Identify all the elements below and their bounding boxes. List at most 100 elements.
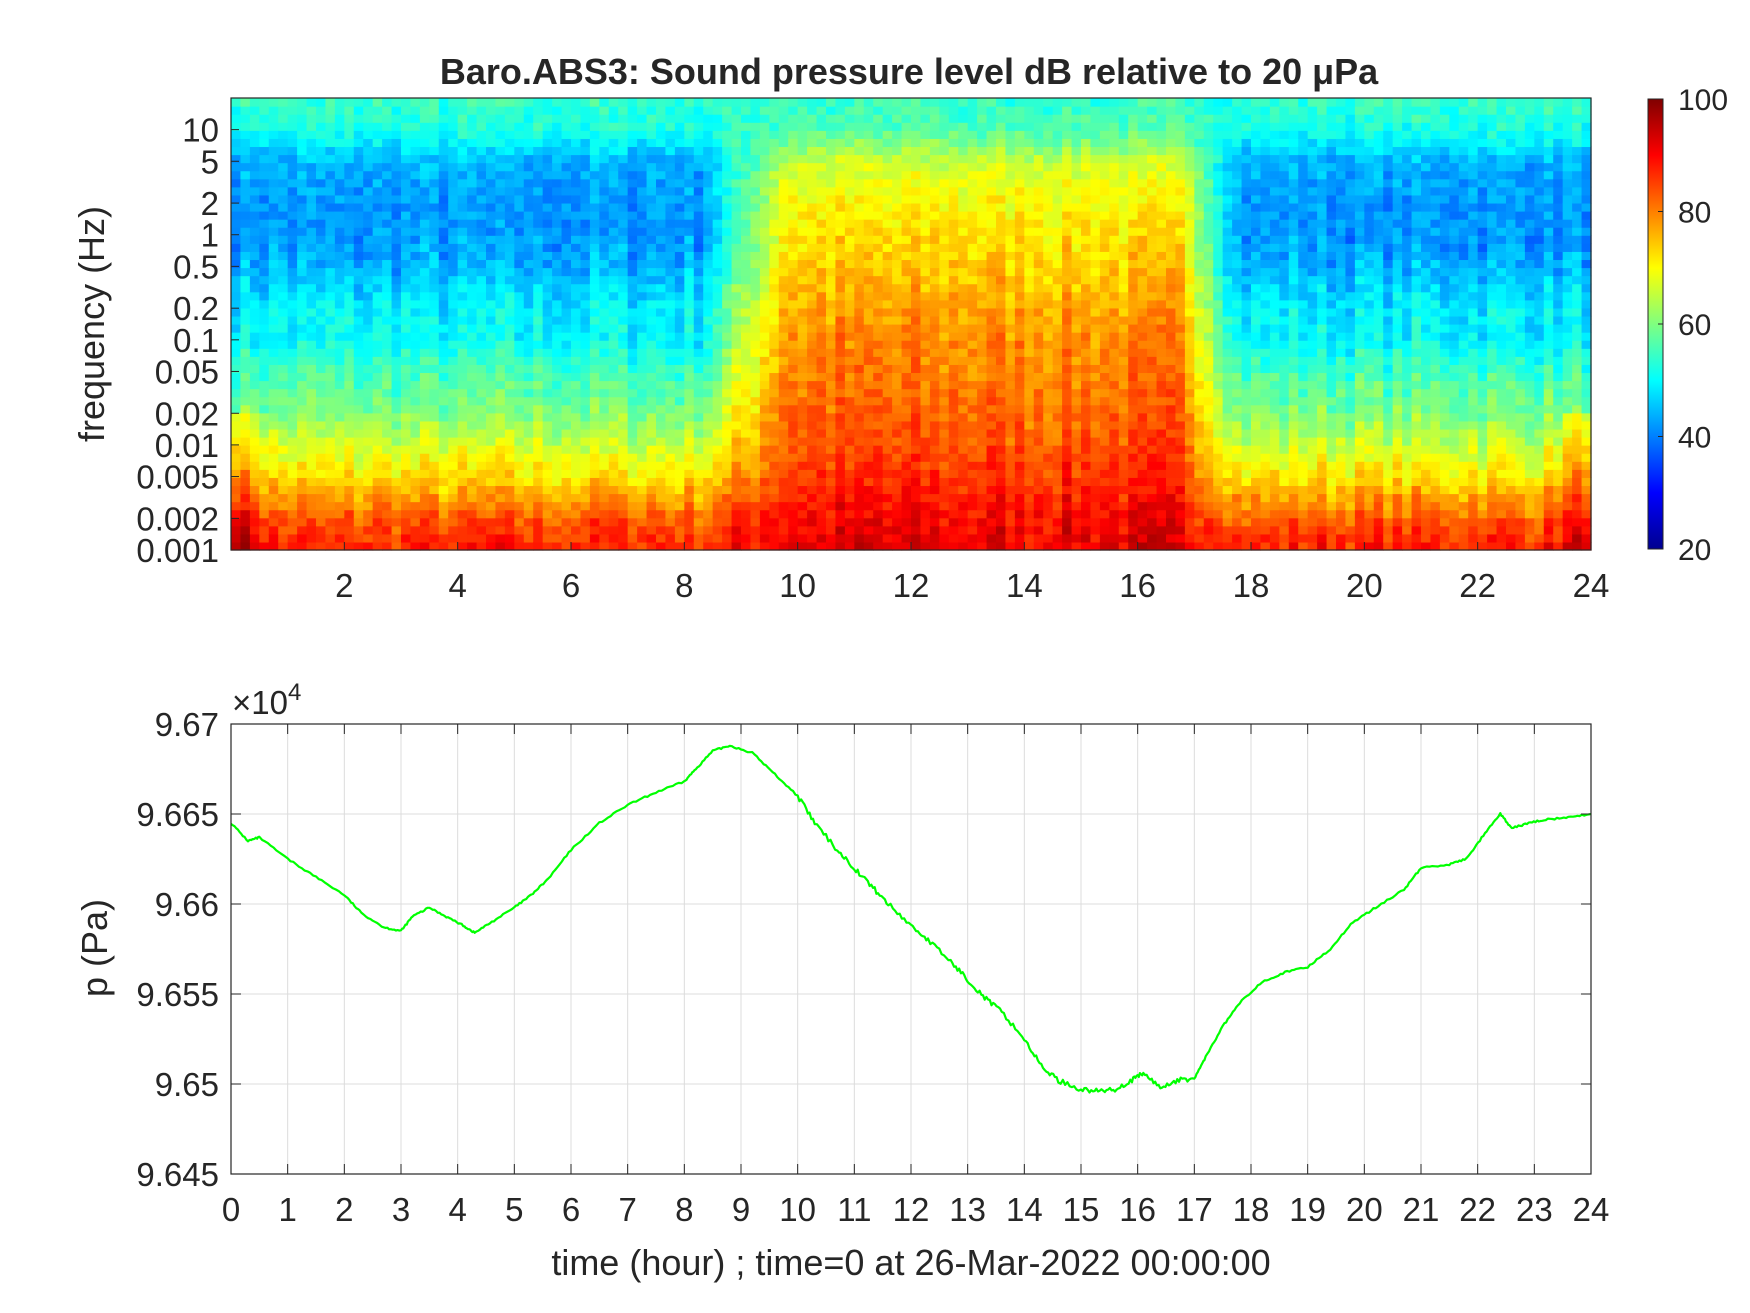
heatmap-cell	[1062, 525, 1073, 535]
heatmap-cell	[835, 227, 846, 236]
heatmap-cell	[618, 461, 629, 470]
heatmap-cell	[637, 364, 648, 374]
heatmap-cell	[401, 372, 412, 382]
heatmap-cell	[703, 396, 714, 406]
heatmap-cell	[996, 291, 1007, 301]
heatmap-cell	[410, 541, 421, 551]
heatmap-cell	[807, 259, 818, 269]
heatmap-cell	[759, 114, 770, 123]
heatmap-cell	[844, 541, 855, 551]
heatmap-cell	[844, 525, 855, 535]
heatmap-cell	[873, 98, 884, 107]
heatmap-cell	[608, 493, 619, 503]
heatmap-cell	[1062, 372, 1073, 382]
heatmap-cell	[316, 315, 327, 325]
heatmap-cell	[731, 154, 742, 164]
heatmap-cell	[419, 501, 430, 511]
heatmap-cell	[401, 243, 412, 252]
heatmap-cell	[703, 533, 714, 543]
heatmap-cell	[325, 267, 336, 277]
heatmap-cell	[504, 315, 515, 325]
heatmap-cell	[844, 283, 855, 293]
heatmap-cell	[948, 211, 959, 220]
heatmap-cell	[410, 202, 421, 212]
heatmap-cell	[306, 227, 317, 236]
heatmap-cell	[637, 122, 648, 131]
heatmap-cell	[741, 194, 752, 204]
heatmap-cell	[627, 138, 638, 148]
heatmap-cell	[967, 356, 978, 365]
heatmap-cell	[967, 388, 978, 398]
heatmap-cell	[892, 332, 903, 341]
heatmap-cell	[929, 324, 940, 333]
heatmap-cell	[797, 509, 808, 519]
heatmap-cell	[1005, 307, 1016, 317]
heatmap-cell	[476, 235, 487, 244]
heatmap-cell	[1014, 445, 1025, 454]
heatmap-cell	[665, 541, 676, 551]
heatmap-cell	[561, 469, 572, 478]
heatmap-cell	[580, 356, 591, 365]
heatmap-cell	[391, 356, 402, 365]
heatmap-cell	[637, 340, 648, 349]
heatmap-cell	[1014, 372, 1025, 382]
heatmap-cell	[1033, 291, 1044, 301]
heatmap-cell	[788, 372, 799, 382]
heatmap-cell	[382, 106, 393, 115]
heatmap-cell	[580, 364, 591, 374]
heatmap-cell	[1062, 307, 1073, 317]
heatmap-cell	[297, 219, 308, 228]
heatmap-cell	[1062, 501, 1073, 511]
heatmap-cell	[486, 219, 497, 228]
heatmap-cell	[259, 275, 270, 285]
heatmap-cell	[892, 324, 903, 333]
heatmap-cell	[523, 227, 534, 236]
heatmap-cell	[627, 493, 638, 503]
heatmap-cell	[693, 307, 704, 317]
heatmap-cell	[316, 98, 327, 107]
heatmap-cell	[382, 364, 393, 374]
heatmap-cell	[948, 525, 959, 535]
heatmap-cell	[826, 388, 837, 398]
heatmap-cell	[571, 275, 582, 285]
heatmap-cell	[684, 106, 695, 115]
heatmap-cell	[419, 283, 430, 293]
heatmap-cell	[571, 453, 582, 462]
heatmap-cell	[495, 178, 506, 188]
heatmap-cell	[561, 541, 572, 551]
heatmap-cell	[363, 461, 374, 470]
heatmap-cell	[769, 194, 780, 204]
heatmap-cell	[807, 186, 818, 196]
heatmap-cell	[1071, 485, 1082, 495]
heatmap-cell	[599, 404, 610, 414]
heatmap-cell	[712, 122, 723, 131]
heatmap-cell	[967, 533, 978, 543]
heatmap-cell	[571, 227, 582, 236]
heatmap-cell	[438, 420, 449, 430]
heatmap-cell	[986, 291, 997, 301]
heatmap-cell	[1014, 324, 1025, 333]
heatmap-cell	[561, 493, 572, 503]
heatmap-cell	[353, 493, 364, 503]
heatmap-cell	[391, 114, 402, 123]
heatmap-cell	[504, 251, 515, 261]
heatmap-cell	[448, 412, 459, 422]
heatmap-cell	[958, 202, 969, 212]
heatmap-cell	[788, 380, 799, 390]
heatmap-cell	[637, 194, 648, 204]
heatmap-cell	[873, 186, 884, 196]
heatmap-cell	[467, 493, 478, 503]
heatmap-cell	[618, 235, 629, 244]
heatmap-cell	[467, 251, 478, 261]
heatmap-cell	[693, 428, 704, 438]
heatmap-cell	[334, 469, 345, 478]
heatmap-cell	[552, 114, 563, 123]
heatmap-cell	[334, 372, 345, 382]
heatmap-cell	[769, 315, 780, 325]
heatmap-cell	[410, 283, 421, 293]
heatmap-cell	[731, 364, 742, 374]
heatmap-cell	[438, 235, 449, 244]
heatmap-cell	[334, 227, 345, 236]
heatmap-cell	[835, 533, 846, 543]
heatmap-cell	[996, 396, 1007, 406]
